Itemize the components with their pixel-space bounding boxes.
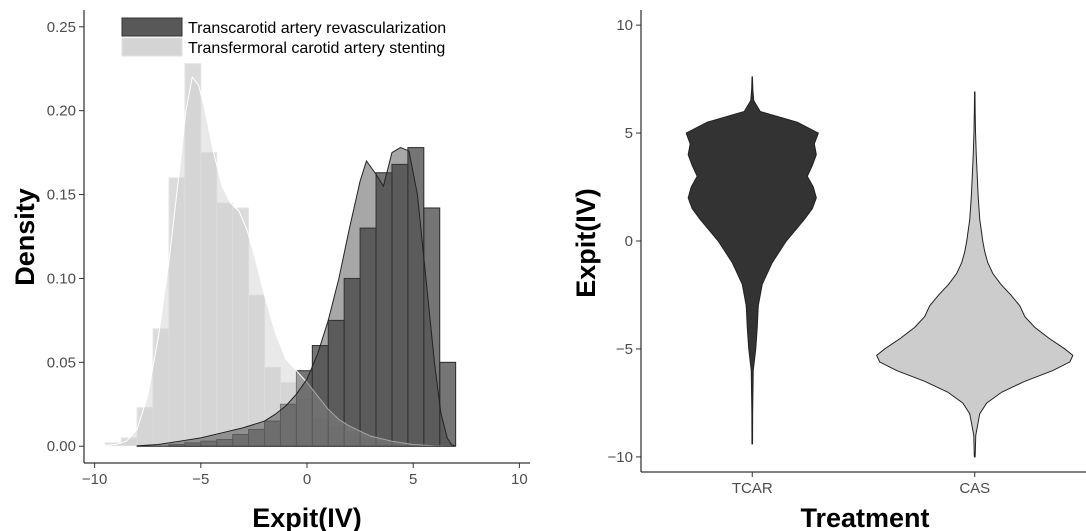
- y-tick-label: −10: [608, 449, 633, 466]
- x-axis-ticks: TCAR CAS: [732, 472, 990, 497]
- y-tick-label: −5: [616, 341, 633, 358]
- x-tick-label: CAS: [959, 480, 990, 497]
- violin-tcar: [685, 76, 819, 445]
- legend: Transcarotid artery revascularization Tr…: [121, 17, 446, 57]
- legend-swatch-tcar: [121, 17, 183, 37]
- y-axis-ticks: −10 −5 0 5 10: [608, 17, 641, 466]
- legend-swatch-cas: [121, 37, 183, 57]
- x-tick-label: −10: [82, 471, 107, 488]
- y-tick-label: 0.15: [47, 187, 76, 204]
- x-tick-label: 0: [303, 471, 311, 488]
- density-area: [136, 147, 456, 447]
- x-axis-title: Expit(IV): [252, 503, 362, 531]
- x-axis-title: Treatment: [800, 503, 929, 531]
- histogram-bars: [104, 63, 457, 447]
- y-tick-label: 0.10: [47, 270, 76, 287]
- y-tick-label: 0.00: [47, 438, 76, 455]
- density-curves: [94, 75, 456, 447]
- y-tick-label: 5: [625, 125, 633, 142]
- legend-label-tcar: Transcarotid artery revascularization: [188, 20, 446, 37]
- violin-cas: [876, 91, 1074, 458]
- x-tick-label: −5: [192, 471, 209, 488]
- x-tick-label: TCAR: [732, 480, 773, 497]
- x-axis-ticks: −10 −5 0 5 10: [82, 463, 528, 488]
- legend-label-cas: Transfermoral carotid artery stenting: [188, 40, 445, 57]
- y-tick-label: 10: [616, 17, 633, 34]
- y-axis-title: Expit(IV): [571, 188, 601, 298]
- y-tick-label: 0.20: [47, 103, 76, 120]
- x-tick-label: 10: [511, 471, 528, 488]
- y-tick-label: 0: [625, 233, 633, 250]
- y-tick-label: 0.25: [47, 19, 76, 36]
- y-tick-label: 0.05: [47, 354, 76, 371]
- x-tick-label: 5: [409, 471, 417, 488]
- histogram-density-panel: 0.00 0.05 0.10 0.15 0.20 0.25 −10 −5 0 5 10 Expit…: [10, 10, 530, 531]
- violin-panel: −10 −5 0 5 10 TCAR CAS Treatment Expit(IV): [571, 10, 1086, 531]
- y-axis-ticks: 0.00 0.05 0.10 0.15 0.20 0.25: [47, 19, 84, 455]
- y-axis-title: Density: [10, 188, 40, 286]
- density-area: [94, 75, 456, 447]
- violins: [685, 76, 1074, 458]
